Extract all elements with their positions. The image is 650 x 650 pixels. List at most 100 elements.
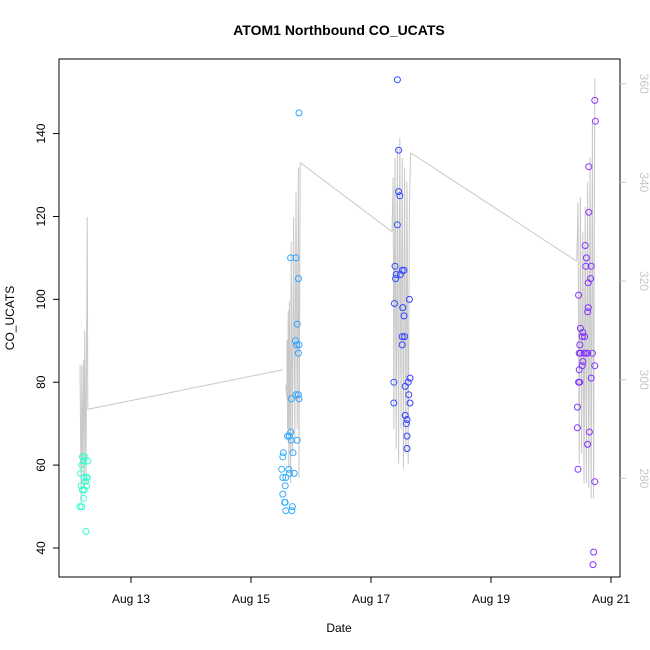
data-point — [396, 192, 404, 200]
data-point — [406, 374, 414, 382]
line-connector — [410, 152, 578, 262]
right-tick-label: 280 — [637, 468, 650, 488]
data-point — [584, 308, 592, 316]
data-point — [584, 440, 592, 448]
data-point — [400, 312, 408, 320]
x-axis-label: Date — [326, 621, 352, 635]
data-point — [77, 482, 85, 490]
data-point — [295, 109, 303, 117]
data-point — [77, 469, 85, 477]
data-point — [80, 474, 88, 481]
data-point — [391, 262, 399, 270]
data-point — [573, 403, 581, 411]
data-point — [78, 453, 86, 461]
data-point — [581, 242, 589, 249]
data-point — [579, 358, 587, 365]
data-point — [285, 465, 293, 473]
data-point — [279, 474, 287, 481]
data-point — [294, 349, 302, 357]
data-point — [402, 420, 410, 428]
y-axis: 40 60 80 100 120 140 — [34, 123, 59, 555]
data-point — [393, 76, 401, 84]
data-point — [285, 469, 293, 477]
data-point — [591, 96, 599, 104]
data-point — [588, 349, 596, 357]
data-point — [398, 341, 406, 349]
data-point — [403, 432, 411, 440]
data-point — [584, 349, 592, 357]
data-point — [405, 391, 413, 399]
right-tick-label: 360 — [637, 74, 650, 94]
data-point — [403, 445, 411, 452]
data-point — [81, 453, 89, 461]
data-point — [293, 341, 301, 349]
data-point — [587, 262, 595, 270]
data-point — [573, 424, 581, 432]
data-point — [406, 399, 414, 407]
x-tick-label: Aug 13 — [112, 592, 150, 606]
y-tick-label: 60 — [34, 458, 48, 472]
right-tick-label: 300 — [637, 370, 650, 390]
data-point — [390, 300, 398, 307]
data-point — [576, 324, 584, 332]
data-point — [290, 469, 298, 477]
data-point — [590, 548, 598, 556]
line-series — [79, 78, 596, 504]
data-point — [291, 337, 299, 345]
data-point — [578, 362, 586, 370]
data-point — [582, 254, 590, 262]
data-point — [279, 490, 287, 498]
data-point — [281, 498, 289, 506]
data-point — [405, 295, 413, 303]
data-point — [281, 482, 289, 490]
y-tick-label: 40 — [34, 541, 48, 555]
data-point — [395, 188, 403, 196]
x-tick-label: Aug 19 — [472, 592, 510, 606]
plot-frame — [58, 58, 621, 578]
data-point — [392, 275, 400, 283]
data-point — [575, 291, 583, 299]
x-axis: Aug 13 Aug 15 Aug 17 Aug 19 Aug 21 — [112, 577, 630, 606]
data-point — [278, 465, 286, 473]
data-point — [392, 271, 400, 278]
line-segment — [79, 216, 89, 504]
line-connector — [87, 369, 283, 410]
data-point — [591, 478, 599, 486]
right-tick-label: 340 — [637, 172, 650, 192]
right-tick-label: 320 — [637, 271, 650, 291]
data-point — [591, 117, 599, 125]
data-point — [393, 221, 401, 229]
data-point — [585, 163, 593, 171]
data-point — [578, 333, 586, 341]
data-point — [292, 254, 300, 262]
line-segment — [576, 78, 596, 499]
right-axis: 280 300 320 340 360 — [620, 74, 650, 489]
data-point — [289, 449, 297, 457]
line-segment — [391, 137, 412, 469]
data-point — [294, 275, 302, 283]
line-segment — [285, 162, 301, 484]
data-point — [78, 503, 86, 511]
data-point — [587, 374, 595, 382]
data-point — [401, 411, 409, 419]
data-point — [587, 275, 595, 283]
data-point — [585, 428, 593, 436]
data-point — [574, 465, 582, 473]
data-point — [287, 254, 295, 262]
data-point — [287, 428, 295, 436]
data-point — [404, 378, 412, 386]
data-point — [279, 449, 287, 457]
scatter-series — [76, 76, 599, 569]
data-point — [82, 527, 90, 535]
data-point — [294, 391, 302, 399]
y-axis-label: CO_UCATS — [3, 286, 17, 350]
data-point — [80, 494, 88, 502]
data-point — [293, 320, 301, 328]
data-point — [576, 349, 584, 357]
data-point — [582, 262, 590, 270]
y-tick-label: 100 — [34, 289, 48, 309]
data-point — [295, 341, 303, 349]
data-point — [83, 482, 91, 490]
data-point — [401, 333, 409, 341]
